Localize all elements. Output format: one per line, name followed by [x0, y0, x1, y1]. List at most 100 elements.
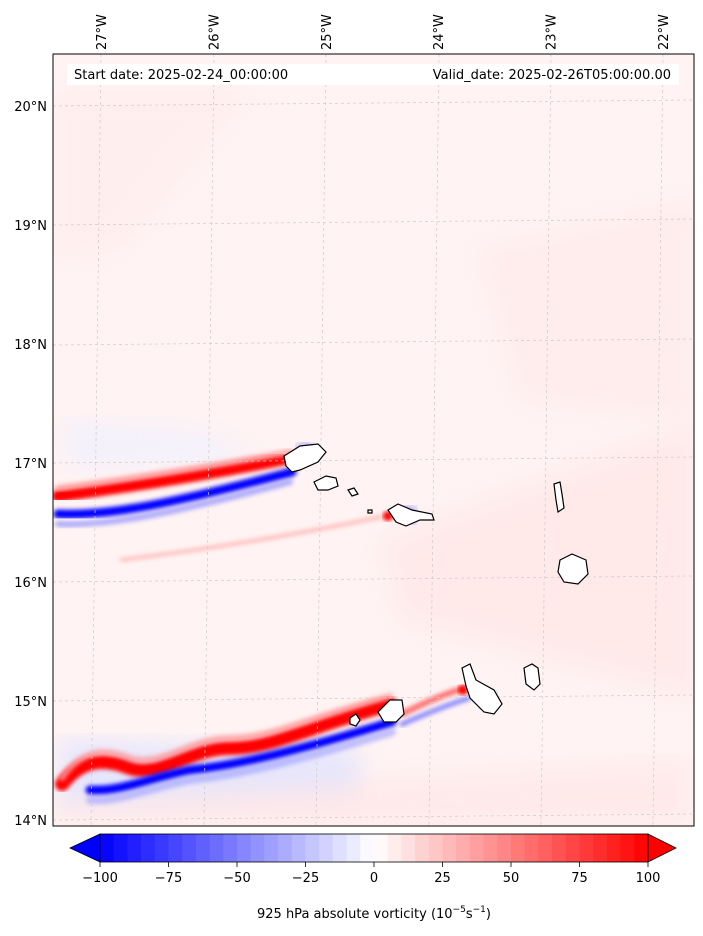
faint-positive-patch	[55, 760, 690, 826]
colorbar-band	[305, 834, 320, 862]
colorbar-band	[511, 834, 526, 862]
wake-north-positive-halo	[55, 449, 293, 491]
colorbar-band	[634, 834, 649, 862]
valid-date-label: Valid_date: 2025-02-26T05:00:00.00	[433, 68, 671, 83]
colorbar-band	[428, 834, 443, 862]
colorbar-label-exponent: −5	[453, 905, 466, 915]
colorbar-tick-label: 100	[636, 871, 661, 886]
colorbar-tick-label: 25	[434, 871, 451, 886]
colorbar-band	[374, 834, 389, 862]
map-panel: Start date: 2025-02-24_00:00:00 Valid_da…	[52, 53, 695, 827]
island-fogo	[377, 699, 405, 723]
colorbar-tick-label: 50	[503, 871, 520, 886]
colorbar-tick-label: −75	[155, 871, 182, 886]
wake-south-positive-halo	[59, 693, 393, 781]
longitude-tick-label: 23°W	[545, 14, 560, 50]
latitude-tick-label: 16°N	[14, 576, 47, 591]
island-boa-vista	[557, 553, 589, 585]
colorbar-band	[401, 834, 416, 862]
latitude-tick-label: 15°N	[14, 695, 47, 710]
latitude-tick-label: 19°N	[14, 219, 47, 234]
colorbar-band	[332, 834, 348, 862]
island-santiago	[461, 663, 503, 715]
colorbar-band	[552, 834, 567, 862]
colorbar-band	[360, 834, 375, 862]
faint-positive-patch	[55, 90, 250, 260]
colorbar-band	[291, 834, 306, 862]
colorbar-band	[250, 834, 265, 862]
longitude-tick-label: 24°W	[432, 14, 447, 50]
longitude-tick-label: 22°W	[657, 14, 672, 50]
start-date-label: Start date: 2025-02-24_00:00:00	[74, 68, 288, 83]
colorbar-band	[415, 834, 430, 862]
colorbar-band	[100, 834, 115, 862]
island-brava	[349, 713, 361, 727]
colorbar-extend-high	[647, 833, 677, 863]
colorbar-band	[469, 834, 485, 862]
colorbar-extend-low	[69, 833, 101, 863]
faint-negative-patch	[60, 420, 260, 470]
latitude-tick-label: 18°N	[14, 338, 47, 353]
longitude-labels: 27°W 26°W 25°W 24°W 23°W 22°W	[95, 14, 672, 50]
wake-north-positive	[53, 452, 296, 502]
colorbar-tick-label: 75	[571, 871, 588, 886]
colorbar-tick-label: −100	[82, 871, 118, 886]
longitude-tick-label: 27°W	[95, 14, 110, 50]
colorbar-band	[524, 834, 539, 862]
colorbar-band	[319, 834, 334, 862]
colorbar-bands	[100, 834, 649, 862]
latitude-labels: 20°N 19°N 18°N 17°N 16°N 15°N 14°N	[14, 100, 47, 829]
longitude-tick-label: 26°W	[207, 14, 222, 50]
colorbar-band	[593, 834, 608, 862]
colorbar-band	[278, 834, 293, 862]
colorbar-band	[579, 834, 594, 862]
wake-south-east-negative	[399, 695, 471, 728]
colorbar-tick-label: −25	[292, 871, 319, 886]
colorbar-band	[237, 834, 252, 862]
colorbar-band	[456, 834, 471, 862]
longitude-tick-label: 25°W	[320, 14, 335, 50]
colorbar-band	[442, 834, 457, 862]
colorbar-tick-label: −50	[223, 871, 250, 886]
colorbar-band	[264, 834, 279, 862]
gridlines	[52, 53, 695, 827]
colorbar-band	[209, 834, 224, 862]
colorbar-band	[113, 834, 128, 862]
latitude-tick-label: 20°N	[14, 100, 47, 115]
island-sal	[553, 481, 565, 514]
wake-north-negative	[53, 467, 297, 519]
colorbar: −100 −75 −50 −25 0 25 50 75 100 925 hPa absolute…	[69, 833, 677, 922]
colorbar-band	[606, 834, 622, 862]
coastlines	[283, 443, 589, 727]
wake-north-negative-halo	[55, 479, 293, 528]
map-frame	[52, 53, 695, 827]
colorbar-band	[565, 834, 580, 862]
island-sao-nicolau	[387, 503, 435, 527]
colorbar-band	[195, 834, 211, 862]
wake-north-trailing	[119, 513, 391, 562]
latitude-tick-label: 14°N	[14, 814, 47, 829]
wake-south-negative-halo	[86, 728, 396, 805]
island-wake-spot	[458, 685, 468, 695]
colorbar-tick-label: 0	[370, 871, 378, 886]
latitude-tick-label: 17°N	[14, 457, 47, 472]
colorbar-band	[154, 834, 169, 862]
island-sao-vicente	[313, 475, 339, 491]
colorbar-band	[538, 834, 553, 862]
colorbar-band	[223, 834, 238, 862]
colorbar-band	[387, 834, 402, 862]
colorbar-band	[620, 834, 635, 862]
colorbar-band	[141, 834, 156, 862]
colorbar-band	[346, 834, 361, 862]
island-branco	[367, 509, 373, 514]
date-header-box	[67, 64, 679, 85]
colorbar-label: 925 hPa absolute vorticity (10−5s−1)	[257, 905, 491, 922]
island-santa-luzia	[347, 487, 359, 497]
island-santo-antao	[283, 443, 327, 473]
colorbar-band	[168, 834, 183, 862]
wake-south-positive	[55, 697, 397, 791]
colorbar-band	[182, 834, 197, 862]
colorbar-band	[127, 834, 142, 862]
colorbar-band	[483, 834, 498, 862]
